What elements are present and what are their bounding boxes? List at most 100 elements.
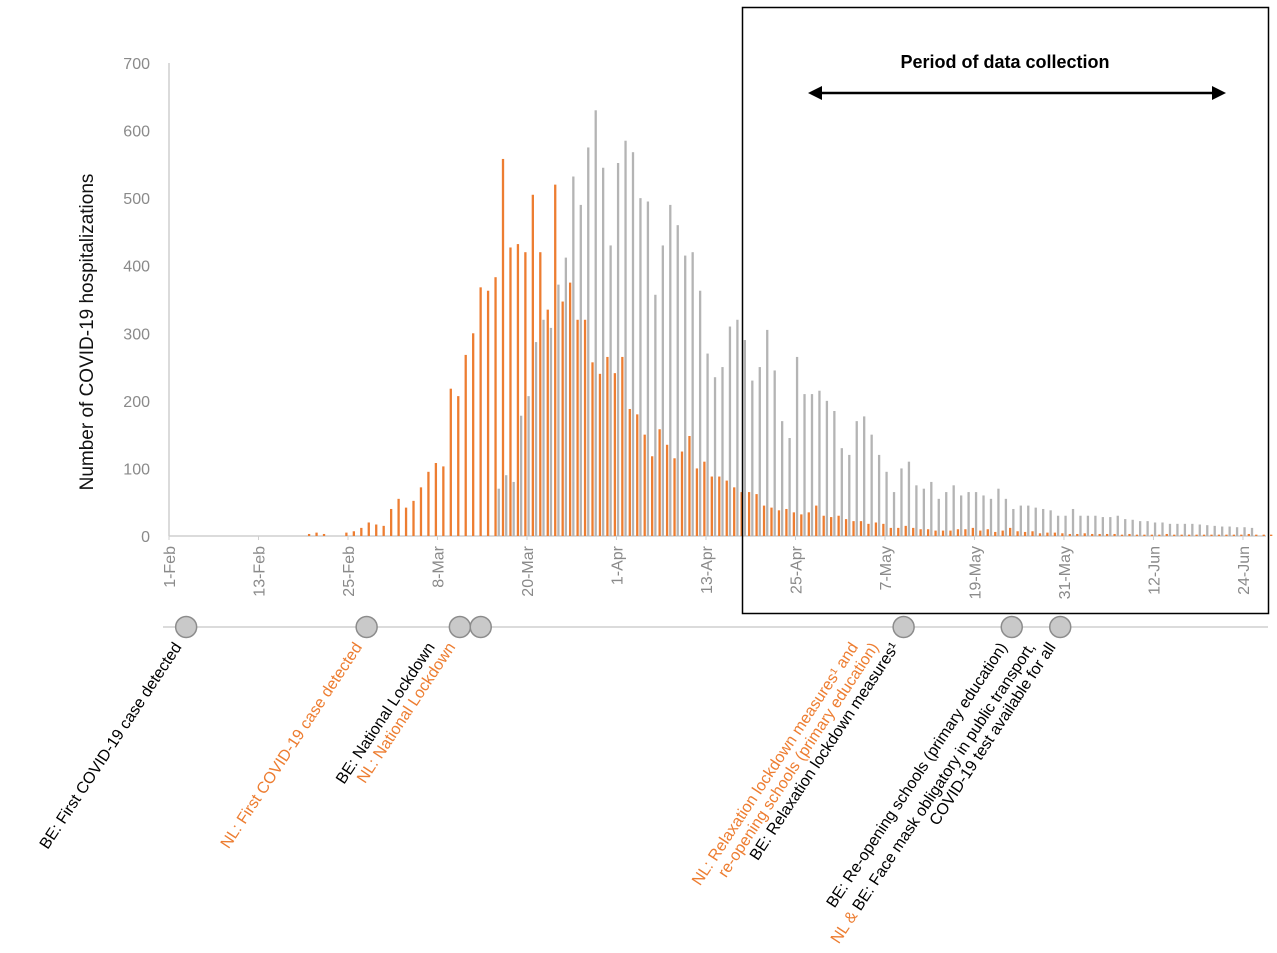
- bar-nl: [822, 515, 825, 536]
- bar-nl: [606, 356, 609, 536]
- bar-be: [1101, 517, 1104, 536]
- bar-be: [840, 448, 843, 536]
- bar-be: [579, 204, 582, 536]
- bar-be: [870, 434, 873, 536]
- bar-nl: [389, 508, 393, 536]
- bar-nl: [1232, 534, 1236, 536]
- y-tick-label: 700: [123, 56, 150, 73]
- bar-nl: [427, 471, 430, 536]
- bar-nl: [1135, 534, 1139, 536]
- bar-nl: [1128, 533, 1131, 536]
- bar-be: [1042, 508, 1045, 536]
- bar-nl: [1053, 532, 1057, 536]
- bar-nl: [636, 414, 639, 536]
- bar-be: [1056, 515, 1060, 536]
- bar-nl: [673, 458, 676, 536]
- bar-be: [534, 342, 538, 536]
- bar-be: [1153, 522, 1157, 536]
- bar-nl: [449, 388, 452, 536]
- bar-nl: [695, 468, 699, 536]
- period-arrow-left-head: [808, 86, 822, 100]
- bar-be: [564, 257, 568, 536]
- bar-be: [497, 488, 500, 536]
- axes: [168, 63, 1266, 537]
- bar-be: [900, 468, 903, 536]
- bar-nl: [740, 492, 743, 536]
- event-marker: [174, 615, 198, 639]
- bar-be: [1138, 521, 1142, 536]
- event-label: re-opening schools (primary education): [715, 640, 882, 881]
- event-label: NL: First COVID-19 case detected: [218, 640, 366, 852]
- bar-nl: [1202, 534, 1206, 536]
- x-tick-label: 8-Mar: [430, 545, 447, 587]
- bar-be: [1049, 510, 1052, 536]
- bar-nl: [442, 466, 445, 536]
- bar-nl: [912, 527, 915, 536]
- bar-nl: [770, 507, 773, 536]
- bar-be: [736, 319, 739, 536]
- bar-nl: [1240, 534, 1243, 536]
- bar-be: [781, 421, 784, 536]
- bar-nl: [486, 290, 490, 536]
- bar-be: [1012, 508, 1015, 536]
- bar-be: [1131, 519, 1134, 536]
- event-label-segment: NL: Relaxation lockdown measures¹ and: [689, 640, 862, 889]
- bar-nl: [1247, 533, 1250, 536]
- bar-be: [1243, 527, 1246, 536]
- bar-be: [527, 396, 530, 536]
- bar-nl: [867, 523, 870, 536]
- bar-be: [945, 492, 948, 536]
- bar-be: [616, 163, 620, 536]
- bar-be: [885, 471, 888, 536]
- y-tick-label: 300: [123, 326, 150, 343]
- bar-nl: [733, 487, 736, 536]
- bar-nl: [926, 529, 930, 536]
- bar-nl: [1195, 534, 1198, 536]
- bar-nl: [1120, 534, 1124, 536]
- bar-nl: [651, 456, 654, 536]
- bar-nl: [837, 515, 840, 536]
- period-label: Period of data collection: [900, 52, 1109, 72]
- bar-nl: [792, 512, 796, 536]
- bar-nl: [971, 527, 975, 536]
- bar-be: [713, 377, 717, 536]
- bar-nl: [360, 527, 363, 536]
- bar-nl: [375, 524, 378, 536]
- bar-be: [1109, 517, 1112, 536]
- bar-nl: [762, 505, 766, 536]
- bar-nl: [680, 451, 684, 536]
- bar-be: [691, 252, 694, 536]
- x-tick-label: 25-Feb: [341, 546, 358, 597]
- bar-nl: [852, 521, 855, 536]
- bar-be: [587, 147, 590, 536]
- bar-nl: [1083, 533, 1086, 536]
- bar-nl: [1150, 534, 1154, 536]
- bar-be: [684, 255, 687, 536]
- event-label-segment: BE: First COVID-19 case detected: [37, 640, 186, 853]
- bar-nl: [1262, 534, 1265, 536]
- bar-nl: [1098, 533, 1101, 536]
- bar-be: [795, 356, 799, 536]
- bar-nl: [755, 494, 758, 536]
- event-label: NL: National Lockdown: [354, 640, 459, 787]
- bar-nl: [919, 529, 922, 536]
- bar-nl: [613, 373, 617, 536]
- bar-nl: [1061, 533, 1064, 536]
- bar-nl: [1210, 534, 1213, 536]
- x-tick-label: 24-Jun: [1236, 546, 1253, 595]
- bar-nl: [785, 508, 788, 536]
- bar-be: [1221, 526, 1224, 536]
- y-tick-label: 200: [123, 394, 150, 411]
- bar-nl: [501, 158, 505, 536]
- x-tick-label: 13-Apr: [699, 545, 716, 594]
- bar-be: [661, 245, 664, 536]
- bar-nl: [1046, 532, 1049, 536]
- x-tick-label: 1-Apr: [609, 545, 626, 585]
- bar-be: [1124, 519, 1127, 536]
- bar-be: [572, 176, 575, 536]
- bar-nl: [889, 527, 892, 536]
- bar-be: [937, 498, 940, 536]
- bar-nl: [1113, 533, 1116, 536]
- bar-be: [1161, 522, 1164, 536]
